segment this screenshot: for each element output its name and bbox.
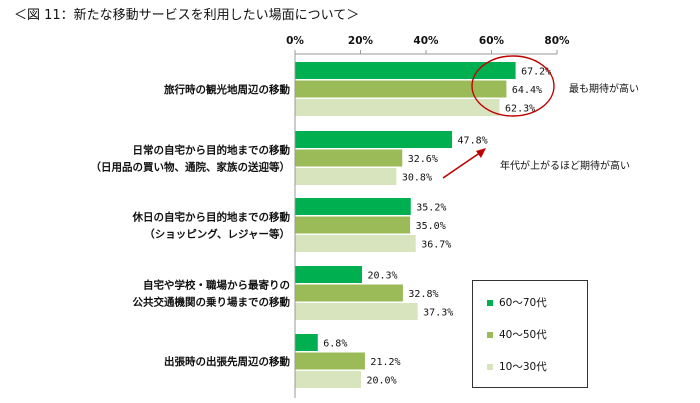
bar <box>295 266 362 283</box>
legend-item-40-50: 40～50代 <box>487 327 547 342</box>
category-label: （日用品の買い物、通院、家族の送迎等） <box>91 161 291 174</box>
data-label: 32.6% <box>408 154 438 165</box>
data-label: 36.7% <box>421 240 451 251</box>
x-tick-label: 20% <box>348 35 374 47</box>
legend-swatch-40-50 <box>487 331 493 338</box>
data-label: 64.4% <box>512 85 542 96</box>
legend-label-10-30: 10～30代 <box>499 361 547 373</box>
bar <box>295 371 361 388</box>
x-tick-label: 0% <box>286 35 304 47</box>
legend-swatch-10-30 <box>487 363 493 370</box>
trend-arrow <box>442 149 485 179</box>
bar <box>295 352 365 370</box>
annotation-layer: 最も期待が高い 年代が上がるほど期待が高い <box>442 55 639 179</box>
bar <box>295 303 418 320</box>
annotation-trend: 年代が上がるほど期待が高い <box>500 159 630 172</box>
category-label: 日常の自宅から目的地までの移動 <box>133 144 291 157</box>
bars-layer <box>295 62 516 388</box>
x-tick-label: 60% <box>479 35 505 47</box>
data-label: 21.2% <box>370 357 400 368</box>
annotation-highest: 最も期待が高い <box>569 82 639 95</box>
data-label: 20.3% <box>367 271 397 282</box>
legend-swatch-60-70 <box>487 299 493 306</box>
x-tick-label: 80% <box>544 35 570 47</box>
bar <box>295 168 397 185</box>
legend-item-10-30: 10～30代 <box>487 359 547 374</box>
legend-label-40-50: 40～50代 <box>499 329 547 341</box>
data-label: 35.0% <box>416 221 446 232</box>
category-label: （ショッピング、レジャー等） <box>144 228 290 241</box>
category-label: 出張時の出張先周辺の移動 <box>164 355 290 368</box>
bar <box>295 99 500 116</box>
trend-arrowhead <box>476 148 486 158</box>
data-label: 37.3% <box>423 308 453 319</box>
legend-label-60-70: 60～70代 <box>499 297 547 309</box>
category-label: 公共交通機関の乗り場までの移動 <box>133 296 291 309</box>
bar <box>295 284 403 302</box>
x-tick-label: 40% <box>413 35 439 47</box>
bar <box>295 131 453 148</box>
figure-title: ＜図 11：新たな移動サービスを利用したい場面について＞ <box>14 8 360 23</box>
data-label: 6.8% <box>323 339 347 350</box>
bar <box>295 198 411 215</box>
data-label: 20.0% <box>367 376 397 387</box>
bar <box>295 80 507 98</box>
data-label: 47.8% <box>458 136 488 147</box>
data-label: 30.8% <box>402 173 432 184</box>
data-label: 35.2% <box>416 203 446 214</box>
category-label: 自宅や学校・職場から最寄りの <box>143 279 290 292</box>
data-label: 67.2% <box>521 67 551 78</box>
data-label: 32.8% <box>408 289 438 300</box>
bar <box>295 62 516 79</box>
highlight-ellipse <box>471 55 555 117</box>
data-label: 62.3% <box>505 104 535 115</box>
bar <box>295 235 416 252</box>
axis-layer: 0% 20% 40% 60% 80% <box>286 35 570 398</box>
legend-item-60-70: 60～70代 <box>487 295 547 310</box>
legend: 60～70代 40～50代 10～30代 <box>472 280 588 388</box>
category-label: 旅行時の観光地周辺の移動 <box>164 83 290 96</box>
bar <box>295 149 403 167</box>
bar <box>295 334 318 351</box>
bar <box>295 216 411 234</box>
category-label: 休日の自宅から目的地までの移動 <box>132 211 291 224</box>
